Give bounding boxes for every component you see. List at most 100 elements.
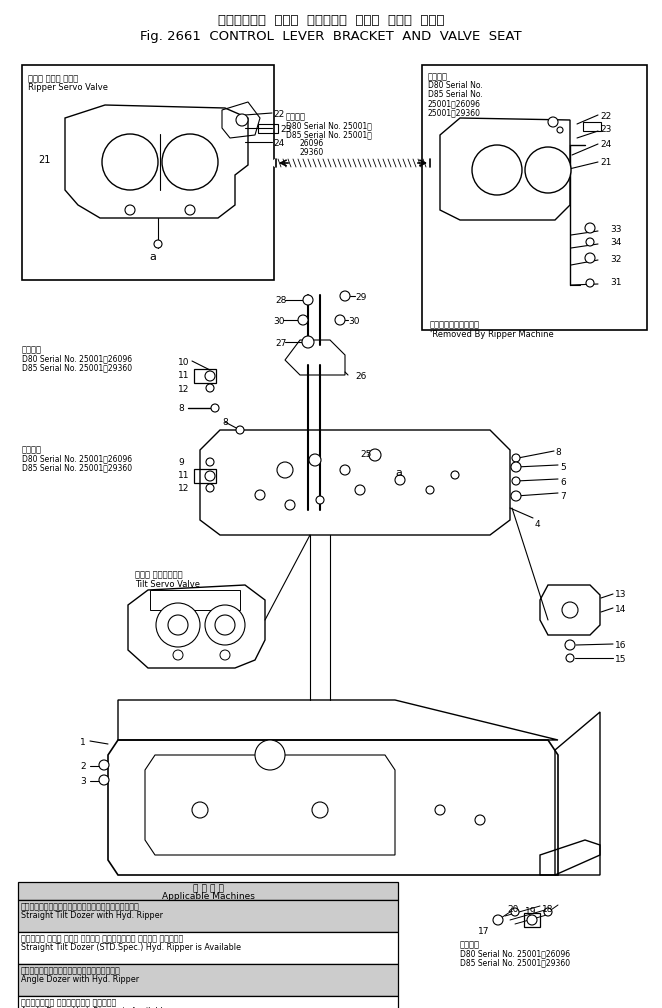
Text: 10: 10 <box>178 358 189 367</box>
Circle shape <box>205 471 215 481</box>
Circle shape <box>493 915 503 925</box>
Circle shape <box>511 491 521 501</box>
Circle shape <box>236 426 244 434</box>
Bar <box>150 590 240 610</box>
Circle shape <box>298 314 308 325</box>
Text: アングルドーザハイドロリックリッパー装置車: アングルドーザハイドロリックリッパー装置車 <box>21 966 120 975</box>
Circle shape <box>475 815 485 825</box>
Text: 14: 14 <box>615 605 626 614</box>
Text: アングルドーザ ハイドロリック 装置可能車: アングルドーザ ハイドロリック 装置可能車 <box>21 998 117 1007</box>
Circle shape <box>548 117 558 127</box>
Bar <box>258 124 278 133</box>
Text: 29: 29 <box>355 293 366 302</box>
Text: Straight Tilt Dozer with Hyd. Ripper: Straight Tilt Dozer with Hyd. Ripper <box>21 911 163 920</box>
Circle shape <box>544 908 552 916</box>
Text: 適 用 機 械: 適 用 機 械 <box>193 884 224 893</box>
Text: リッパ装着車には不用: リッパ装着車には不用 <box>430 320 480 329</box>
Circle shape <box>206 384 214 392</box>
Circle shape <box>527 915 537 925</box>
Text: 24: 24 <box>600 140 611 149</box>
Text: a: a <box>395 468 402 478</box>
Text: 適用号機: 適用号機 <box>428 72 448 81</box>
Text: 適用号機: 適用号機 <box>286 112 306 121</box>
Circle shape <box>156 603 200 647</box>
Text: 19: 19 <box>525 907 537 916</box>
Circle shape <box>585 253 595 263</box>
Circle shape <box>99 760 109 770</box>
Text: コントロール  レバー  ブラケット  および  バルブ  シート: コントロール レバー ブラケット および バルブ シート <box>218 14 444 27</box>
Text: 24: 24 <box>273 139 284 148</box>
Circle shape <box>255 740 285 770</box>
Text: 適用号機: 適用号機 <box>460 940 480 949</box>
Text: D85 Serial No. 25001～: D85 Serial No. 25001～ <box>286 130 372 139</box>
Text: 8: 8 <box>555 448 561 457</box>
Circle shape <box>586 279 594 287</box>
Text: 22: 22 <box>600 112 611 121</box>
Bar <box>18 996 398 1008</box>
Text: 25001～29360: 25001～29360 <box>428 108 481 117</box>
Bar <box>18 964 398 996</box>
Text: 9: 9 <box>178 458 184 467</box>
Text: 12: 12 <box>178 385 189 394</box>
Circle shape <box>185 205 195 215</box>
Circle shape <box>340 291 350 301</box>
Circle shape <box>472 145 522 195</box>
Text: 25: 25 <box>360 450 371 459</box>
Text: D80 Serial No. 25001～: D80 Serial No. 25001～ <box>286 121 372 130</box>
Text: D85 Serial No. 25001～29360: D85 Serial No. 25001～29360 <box>22 363 132 372</box>
Text: 8: 8 <box>222 418 228 427</box>
Text: 17: 17 <box>478 927 490 936</box>
Text: 32: 32 <box>610 255 622 264</box>
Circle shape <box>236 114 248 126</box>
Text: 16: 16 <box>615 641 626 650</box>
Bar <box>18 882 398 900</box>
Text: 21: 21 <box>38 155 50 165</box>
Circle shape <box>215 615 235 635</box>
Text: 30: 30 <box>348 317 359 326</box>
Bar <box>194 369 216 383</box>
Text: 7: 7 <box>560 492 566 501</box>
Circle shape <box>162 134 218 190</box>
Circle shape <box>102 134 158 190</box>
Text: 8: 8 <box>178 404 184 413</box>
Text: 25001～26096: 25001～26096 <box>428 99 481 108</box>
Circle shape <box>586 238 594 246</box>
Text: 5: 5 <box>560 463 566 472</box>
Circle shape <box>355 485 365 495</box>
Text: 28: 28 <box>275 296 287 305</box>
Circle shape <box>206 458 214 466</box>
Circle shape <box>316 496 324 504</box>
Circle shape <box>205 605 245 645</box>
Text: 6: 6 <box>560 478 566 487</box>
Text: 30: 30 <box>273 317 285 326</box>
Text: D85 Serial No. 25001～29360: D85 Serial No. 25001～29360 <box>460 958 570 967</box>
Text: 29360: 29360 <box>300 148 324 157</box>
Circle shape <box>565 640 575 650</box>
Text: Angle Dozer with Hyd. Ripper: Angle Dozer with Hyd. Ripper <box>21 975 139 984</box>
Circle shape <box>99 775 109 785</box>
Text: 1: 1 <box>80 738 86 747</box>
Circle shape <box>511 908 519 916</box>
Text: 31: 31 <box>610 278 622 287</box>
Circle shape <box>220 650 230 660</box>
Text: 12: 12 <box>178 484 189 493</box>
Text: D85 Serial No.: D85 Serial No. <box>428 90 483 99</box>
Text: D80 Serial No. 25001～26096: D80 Serial No. 25001～26096 <box>22 354 132 363</box>
Bar <box>194 469 216 483</box>
Text: 18: 18 <box>542 905 553 914</box>
Text: 13: 13 <box>615 590 626 599</box>
Circle shape <box>285 500 295 510</box>
Circle shape <box>173 650 183 660</box>
Circle shape <box>309 454 321 466</box>
Circle shape <box>512 454 520 462</box>
Text: ストレート チルト ドーザ 標準仕様 ハイドロリック リッパー 装置可能車: ストレート チルト ドーザ 標準仕様 ハイドロリック リッパー 装置可能車 <box>21 934 183 943</box>
Text: Fig. 2661  CONTROL  LEVER  BRACKET  AND  VALVE  SEAT: Fig. 2661 CONTROL LEVER BRACKET AND VALV… <box>140 30 522 43</box>
Text: 34: 34 <box>610 238 622 247</box>
Circle shape <box>340 465 350 475</box>
Text: 21: 21 <box>600 158 612 167</box>
Circle shape <box>335 314 345 325</box>
Bar <box>524 913 540 927</box>
Text: D85 Serial No. 25001～29360: D85 Serial No. 25001～29360 <box>22 463 132 472</box>
Bar <box>18 932 398 964</box>
Text: リッパ サーボ バルブ: リッパ サーボ バルブ <box>28 74 78 83</box>
